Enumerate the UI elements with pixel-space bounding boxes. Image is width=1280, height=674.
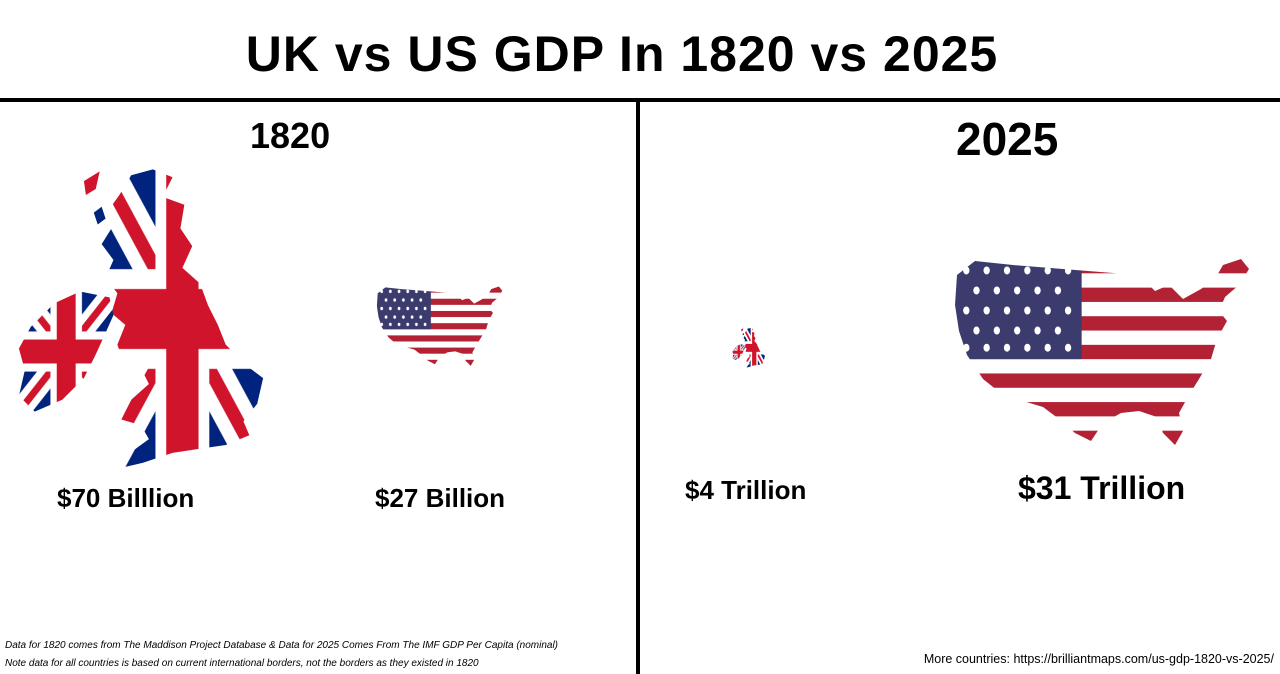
us-gdp-1820: $27 Billion [375, 483, 506, 513]
page-title: UK vs US GDP In 1820 vs 2025 [245, 26, 999, 82]
borders-note: Note data for all countries is based on … [5, 658, 479, 669]
source-note: Data for 1820 comes from The Maddison Pr… [5, 640, 559, 651]
more-countries-link[interactable]: More countries: https://brilliantmaps.co… [923, 652, 1274, 666]
uk-map-1820 [18, 169, 264, 469]
year-label-1820: 1820 [250, 115, 331, 156]
uk-gdp-1820: $70 Billlion [57, 483, 195, 513]
us-map-1820 [376, 286, 503, 366]
uk-gdp-2025: $4 Trillion [685, 475, 807, 505]
header-divider [0, 98, 1280, 102]
year-label-2025: 2025 [956, 113, 1059, 165]
us-map-2025 [955, 259, 1249, 445]
panel-divider [636, 98, 640, 674]
us-gdp-2025: $31 Trillion [1018, 470, 1186, 506]
uk-map-2025 [732, 327, 765, 368]
